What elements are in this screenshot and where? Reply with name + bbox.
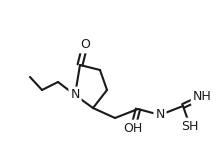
Text: N: N bbox=[155, 109, 165, 121]
Text: NH: NH bbox=[193, 90, 211, 104]
Text: SH: SH bbox=[181, 119, 199, 133]
Text: O: O bbox=[80, 38, 90, 52]
Text: N: N bbox=[70, 89, 80, 102]
Text: OH: OH bbox=[123, 121, 143, 134]
